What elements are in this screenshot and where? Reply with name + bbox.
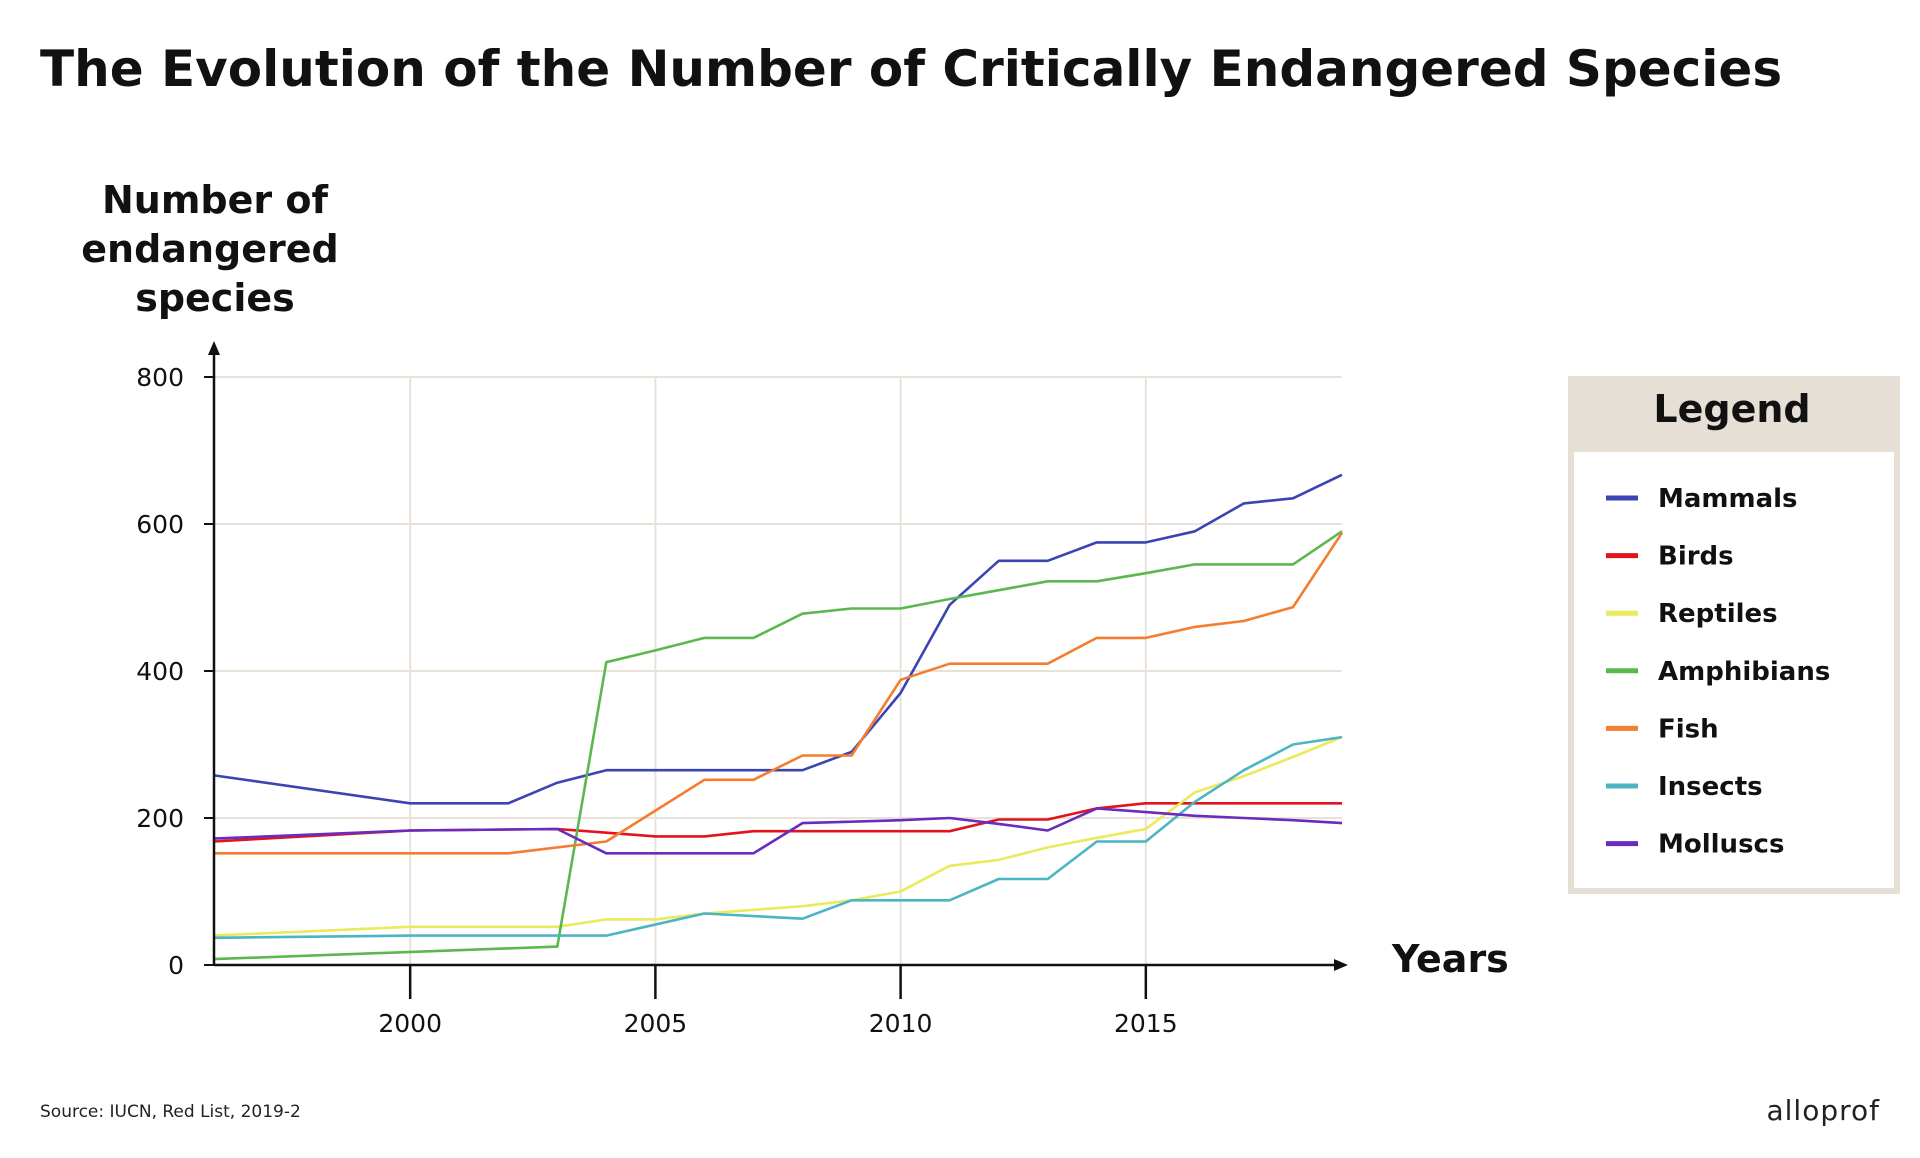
series-lines <box>213 473 1344 961</box>
y-tick-label-800: 800 <box>136 363 184 392</box>
x-tick-label-2010: 2010 <box>869 1009 933 1038</box>
legend: Legend Mammals Birds Reptiles Amphibians Fis… <box>1568 376 1900 894</box>
x-tick-label-2000: 2000 <box>378 1009 442 1038</box>
y-axis-arrow <box>208 341 220 355</box>
series-line-reptiles <box>213 735 1343 937</box>
legend-label-insects: Insects <box>1658 772 1763 802</box>
y-tick-label-200: 200 <box>136 804 184 833</box>
legend-label-birds: Birds <box>1658 542 1734 572</box>
x-axis-arrow <box>1334 959 1348 971</box>
series-line-molluscs <box>213 807 1343 855</box>
x-tick-label-2005: 2005 <box>624 1009 688 1038</box>
legend-label-fish: Fish <box>1658 714 1719 744</box>
axes <box>204 341 1348 999</box>
legend-label-molluscs: Molluscs <box>1658 830 1784 860</box>
y-tick-label-0: 0 <box>168 951 184 980</box>
legend-items: Mammals Birds Reptiles Amphibians Fish Insect… <box>1606 484 1830 860</box>
y-axis-label-line-1: Number of <box>102 178 329 222</box>
legend-title: Legend <box>1653 387 1810 431</box>
legend-label-mammals: Mammals <box>1658 484 1798 514</box>
legend-label-reptiles: Reptiles <box>1658 599 1778 629</box>
x-axis-label: Years <box>1391 937 1509 981</box>
series-line-mammals <box>213 473 1343 805</box>
grid <box>214 376 1342 965</box>
y-axis-label-line-3: species <box>135 276 295 320</box>
y-axis-label-line-2: endangered <box>81 227 338 271</box>
series-line-fish <box>214 532 1344 855</box>
tick-labels: 0 200 400 600 800 2000 2005 2010 2015 <box>136 363 1177 1038</box>
y-tick-label-600: 600 <box>136 510 184 539</box>
series-line-insects <box>213 735 1343 940</box>
series-line-amphibians <box>213 530 1343 961</box>
source-note: Source: IUCN, Red List, 2019-2 <box>40 1102 301 1122</box>
legend-label-amphibians: Amphibians <box>1658 657 1830 687</box>
y-tick-label-400: 400 <box>136 657 184 686</box>
x-tick-label-2015: 2015 <box>1114 1009 1178 1038</box>
chart-title: The Evolution of the Number of Criticall… <box>40 40 1782 98</box>
alloprof-logo: alloprof <box>1766 1094 1880 1127</box>
